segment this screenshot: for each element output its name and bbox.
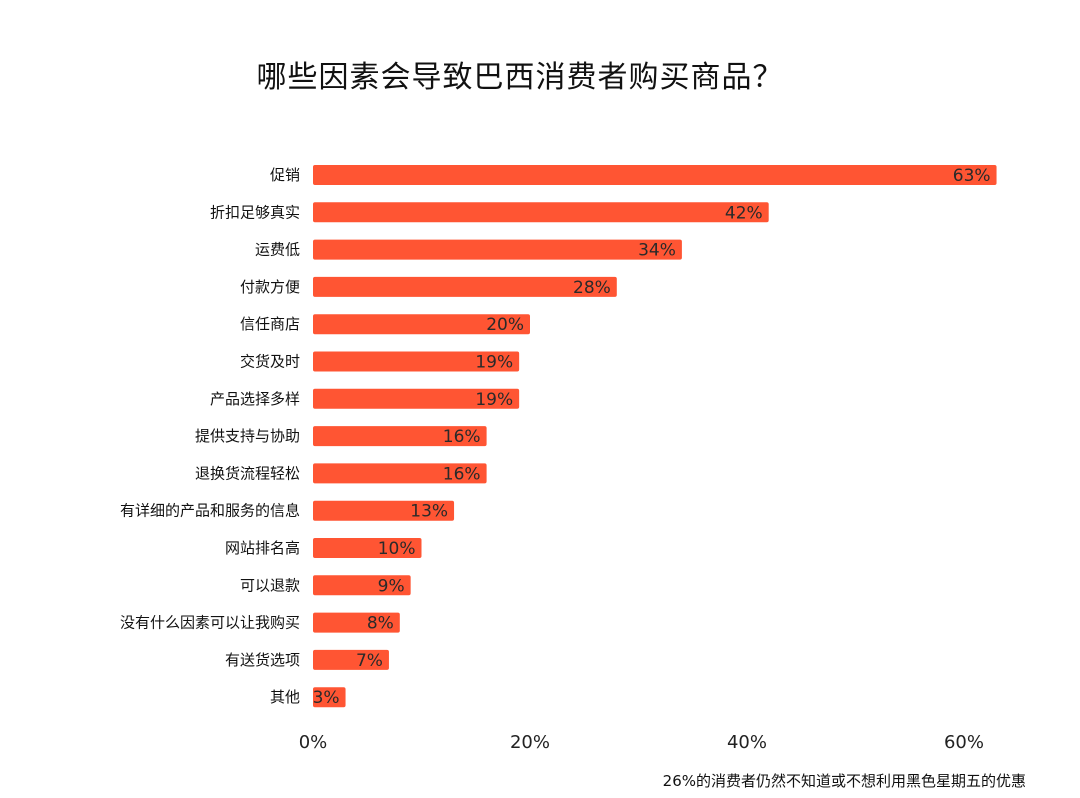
value-label: 19% — [475, 390, 513, 410]
value-label: 3% — [313, 688, 340, 708]
bar — [313, 276, 617, 297]
value-label: 8% — [367, 614, 394, 634]
category-label: 促销 — [270, 166, 300, 184]
bar — [313, 426, 487, 447]
value-label: 34% — [638, 241, 676, 261]
value-label: 9% — [378, 576, 405, 596]
category-label: 没有什么因素可以让我购买 — [120, 614, 300, 632]
bar — [313, 239, 682, 260]
value-label: 63% — [953, 166, 991, 186]
category-label: 网站排名高 — [225, 539, 300, 557]
category-label: 信任商店 — [240, 315, 300, 333]
value-label: 13% — [410, 502, 448, 522]
chart-footnote: 26%的消费者仍然不知道或不想利用黑色星期五的优惠 — [662, 772, 1026, 790]
x-tick-label: 60% — [944, 732, 984, 753]
bar — [313, 351, 520, 372]
category-label: 产品选择多样 — [210, 390, 300, 408]
category-label: 运费低 — [255, 241, 300, 259]
chart-title: 哪些因素会导致巴西消费者购买商品？ — [256, 60, 784, 95]
bar — [313, 612, 400, 633]
value-label: 16% — [443, 427, 481, 447]
value-label: 42% — [725, 203, 763, 223]
bar — [313, 500, 455, 521]
bar — [313, 538, 422, 558]
category-label: 其他 — [270, 688, 300, 706]
category-label: 交货及时 — [240, 353, 300, 371]
bar — [313, 687, 346, 708]
bar — [313, 202, 769, 223]
bar — [313, 463, 487, 484]
x-tick-label: 0% — [299, 732, 328, 753]
x-tick-label: 40% — [727, 732, 767, 753]
bar — [313, 649, 389, 670]
category-label: 有详细的产品和服务的信息 — [120, 502, 300, 520]
bar — [313, 388, 520, 409]
category-label: 提供支持与协助 — [195, 427, 300, 445]
x-tick-label: 20% — [510, 732, 550, 753]
value-label: 10% — [378, 539, 416, 559]
category-label: 可以退款 — [240, 576, 300, 594]
category-label: 有送货选项 — [225, 651, 300, 669]
value-label: 7% — [356, 651, 383, 671]
value-label: 20% — [486, 315, 524, 335]
category-label: 折扣足够真实 — [210, 203, 300, 221]
bar — [313, 165, 997, 185]
bar — [313, 314, 530, 335]
category-label: 退换货流程轻松 — [195, 464, 300, 482]
category-label: 付款方便 — [240, 278, 300, 296]
value-label: 19% — [475, 353, 513, 373]
bar — [313, 575, 411, 596]
value-label: 16% — [443, 464, 481, 484]
value-label: 28% — [573, 278, 611, 298]
